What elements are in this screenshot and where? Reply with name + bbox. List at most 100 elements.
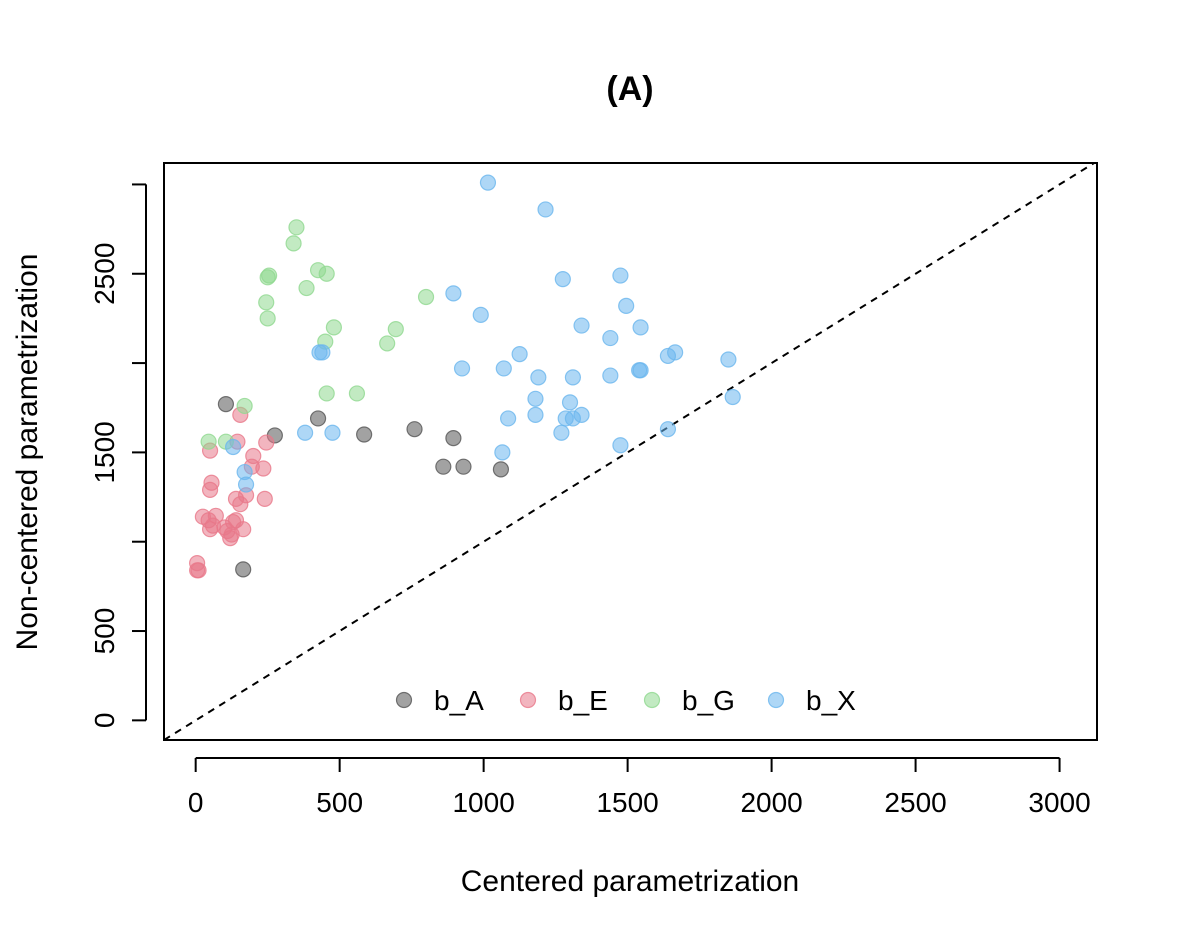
data-point <box>445 430 462 447</box>
legend-label: b_X <box>806 685 856 716</box>
data-point <box>259 310 276 327</box>
points-layer <box>189 174 741 579</box>
series-b_G <box>200 219 435 450</box>
data-point <box>720 351 737 368</box>
data-point <box>667 344 684 361</box>
series-b_A <box>217 396 510 578</box>
data-point <box>325 319 342 336</box>
data-point <box>298 279 315 297</box>
data-point <box>235 521 252 538</box>
data-point <box>255 460 272 477</box>
data-point <box>288 219 305 236</box>
data-point <box>632 319 649 336</box>
legend-marker <box>767 691 785 709</box>
data-point <box>318 265 335 282</box>
reference-line <box>163 162 1095 741</box>
series-b_X <box>225 174 741 493</box>
data-point <box>258 294 275 311</box>
data-point <box>318 385 335 402</box>
data-point <box>602 329 619 347</box>
x-axis-title: Centered parametrization <box>461 865 800 898</box>
data-point <box>200 433 217 450</box>
data-point <box>479 174 497 191</box>
data-point <box>500 410 517 427</box>
data-point <box>324 424 341 441</box>
plot-frame <box>163 162 1098 741</box>
data-point <box>379 335 396 352</box>
x-tick-label: 2000 <box>740 787 802 818</box>
data-point <box>612 437 629 454</box>
data-point <box>232 496 249 513</box>
data-point <box>537 201 554 218</box>
reference-line-layer <box>163 162 1095 741</box>
y-tick-label: 2500 <box>89 243 120 305</box>
data-point <box>554 271 571 288</box>
data-point <box>314 344 331 361</box>
data-point <box>236 397 253 415</box>
x-tick-label: 2500 <box>884 787 946 818</box>
y-tick-label: 500 <box>89 608 120 655</box>
x-tick-label: 500 <box>316 787 363 818</box>
data-point <box>256 490 273 507</box>
data-point <box>495 360 512 377</box>
data-point <box>285 235 302 252</box>
data-point <box>612 267 629 284</box>
data-point <box>618 297 635 315</box>
data-point <box>530 369 547 386</box>
data-point <box>492 461 510 478</box>
x-tick-label: 1000 <box>452 787 514 818</box>
legend-label: b_A <box>434 685 484 716</box>
data-point <box>564 369 582 386</box>
x-tick-label: 1500 <box>596 787 658 818</box>
data-point <box>190 562 207 579</box>
legend-label: b_G <box>682 685 735 716</box>
data-point <box>472 306 489 323</box>
chart-title: (A) <box>606 70 653 108</box>
data-point <box>258 434 275 451</box>
data-point <box>659 421 677 438</box>
legend-marker <box>519 691 537 709</box>
y-tick-label: 1500 <box>89 421 120 483</box>
y-tick-label: 0 <box>89 713 120 729</box>
data-point <box>201 521 219 538</box>
data-point <box>724 388 741 406</box>
data-point <box>387 321 404 338</box>
data-point <box>553 424 570 441</box>
data-point <box>235 561 252 578</box>
legend-label: b_E <box>558 685 608 716</box>
data-point <box>225 438 242 456</box>
data-point <box>406 421 423 438</box>
data-point <box>259 269 276 286</box>
data-point <box>527 406 544 423</box>
data-point <box>602 367 619 384</box>
legend: b_A b_E b_G b_X <box>395 685 856 716</box>
x-tick-label: 3000 <box>1028 787 1090 818</box>
data-point <box>348 385 366 402</box>
data-point <box>561 394 579 411</box>
data-point <box>527 390 544 407</box>
legend-marker <box>643 691 661 709</box>
data-point <box>564 410 582 427</box>
data-point <box>297 424 314 441</box>
data-point <box>435 458 452 475</box>
data-point <box>237 476 255 493</box>
series-b_E <box>189 406 275 579</box>
data-point <box>309 410 327 427</box>
data-point <box>217 396 235 413</box>
data-point <box>417 288 435 306</box>
data-point <box>201 481 219 499</box>
data-point <box>494 444 511 461</box>
data-point <box>632 362 649 379</box>
axes-layer: 0 500 1000 1500 2000 2500 3000 0 500 1500 2500 <box>89 183 1091 818</box>
data-point <box>453 360 471 377</box>
data-point <box>356 426 373 443</box>
y-axis-title: Non-centered parametrization <box>11 254 44 651</box>
data-point <box>445 285 462 302</box>
data-point <box>455 458 472 475</box>
data-point <box>573 317 590 334</box>
x-tick-label: 0 <box>188 787 204 818</box>
data-point <box>222 530 239 547</box>
data-point <box>511 346 528 363</box>
legend-marker <box>395 691 413 709</box>
